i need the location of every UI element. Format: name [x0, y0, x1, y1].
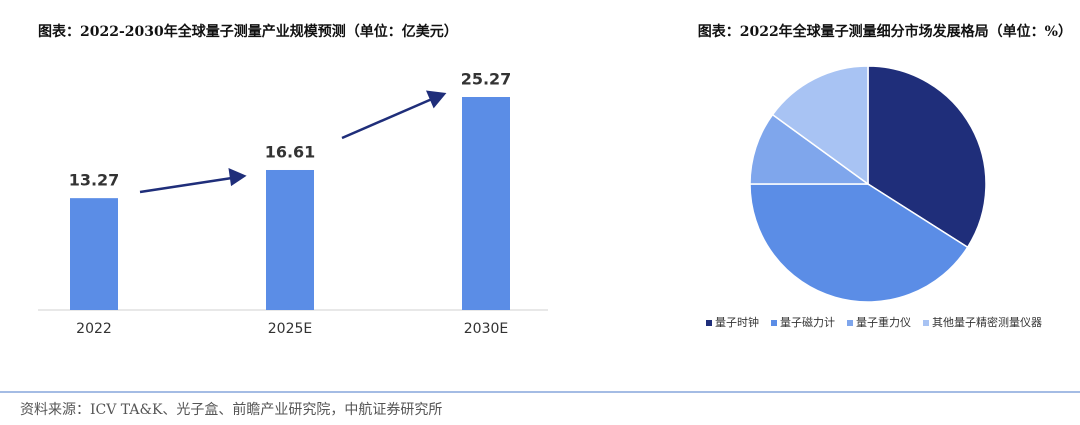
- pie-slice: [749, 113, 871, 185]
- legend-swatch: [771, 320, 777, 326]
- legend-swatch: [847, 320, 853, 326]
- value-label: 25.27: [461, 70, 512, 89]
- bar: [70, 198, 118, 310]
- chart-title: 图表：2022年全球量子测量细分市场发展格局（单位：%）: [698, 23, 1072, 40]
- bar: [462, 97, 510, 310]
- pie-slice: [749, 183, 969, 303]
- x-tick-label: 2022: [76, 321, 112, 337]
- source-note: 资料来源：ICV TA&K、光子盒、前瞻产业研究院，中航证券研究所: [20, 401, 442, 418]
- legend-label: 量子重力仪: [856, 315, 911, 329]
- value-label: 13.27: [69, 171, 120, 190]
- legend-swatch: [706, 320, 712, 326]
- legend-label: 其他量子精密测量仪器: [932, 315, 1042, 329]
- x-tick-label: 2025E: [268, 321, 312, 337]
- chart-title: 图表：2022-2030年全球量子测量产业规模预测（单位：亿美元）: [38, 23, 458, 40]
- bar: [266, 169, 314, 310]
- legend-label: 量子磁力计: [780, 316, 835, 329]
- trend-arrows: [139, 90, 447, 194]
- legend-label: 量子时钟: [715, 315, 759, 329]
- value-label: 16.61: [265, 142, 316, 161]
- legend-swatch: [923, 320, 929, 326]
- x-tick-label: 2030E: [464, 321, 508, 337]
- pie-slice: [771, 65, 869, 186]
